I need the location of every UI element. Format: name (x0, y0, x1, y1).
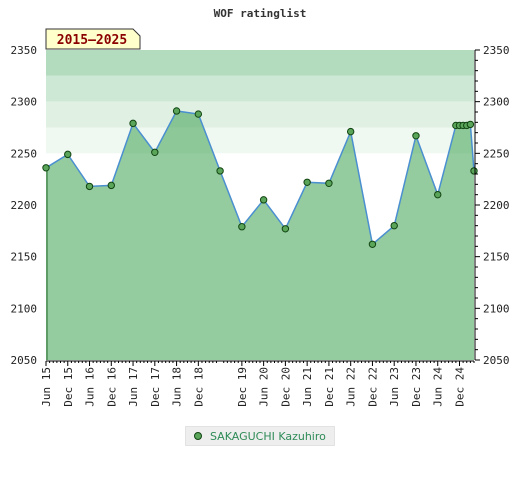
y-tick-label: 2100 (483, 302, 510, 315)
x-tick-label: Dec 22 (366, 367, 379, 407)
points-layer (42, 107, 478, 248)
legend: SAKAGUCHI Kazuhiro (185, 426, 335, 446)
y-tick-label: 2050 (11, 354, 38, 367)
data-point (466, 120, 475, 129)
legend-series-name: SAKAGUCHI Kazuhiro (210, 429, 326, 443)
period-badge-text: 2015–2025 (57, 33, 127, 48)
data-point (346, 127, 355, 136)
y-tick-label: 2350 (483, 44, 510, 57)
x-tick-label: Jun 24 (432, 367, 445, 407)
x-tick-label: Jun 17 (127, 367, 140, 407)
y-tick-label: 2150 (11, 251, 38, 264)
x-tick-label: Jun 18 (171, 367, 184, 407)
data-point (216, 167, 224, 175)
x-tick-label: Dec 20 (279, 367, 292, 407)
x-axis: Jun 15 Dec 15 Jun 16 Dec 16 Jun 17 Dec 17 Jun … (40, 360, 475, 407)
data-point (194, 110, 203, 118)
y-tick-label: 2200 (483, 199, 510, 212)
data-point (64, 150, 72, 159)
y-axis-left: 2050 2100 2150 2200 2250 2300 2350 (11, 44, 38, 367)
chart-title: WOF ratinglist (214, 7, 307, 20)
y-tick-label: 2350 (11, 44, 38, 57)
x-tick-label: Dec 17 (149, 367, 162, 407)
x-tick-label: Dec 15 (62, 367, 75, 407)
data-point (85, 182, 94, 191)
data-point (259, 196, 268, 204)
data-point (42, 164, 50, 172)
x-tick-label: Jun 15 (40, 367, 53, 407)
data-point (412, 132, 420, 140)
x-tick-label: Dec 18 (192, 367, 205, 407)
series-area (46, 110, 474, 360)
band (46, 50, 474, 76)
x-tick-label: Dec 23 (410, 367, 423, 407)
x-tick-label: Jun 16 (84, 367, 97, 407)
data-point (107, 181, 115, 190)
x-tick-label: Dec 24 (453, 367, 466, 407)
data-point (303, 178, 311, 186)
y-tick-label: 2150 (483, 251, 510, 264)
y-tick-label: 2300 (11, 96, 38, 109)
data-point (172, 107, 181, 115)
y-tick-label: 2050 (483, 354, 510, 367)
x-tick-label: Dec 21 (323, 367, 336, 407)
data-point (281, 225, 290, 233)
x-tick-label: Jun 21 (301, 367, 314, 407)
x-tick-label: Jun 20 (258, 367, 271, 407)
y-axis-right: 2050 2100 2150 2200 2250 2300 2350 (474, 44, 510, 367)
period-badge: 2015–2025 (45, 28, 141, 50)
x-tick-label: Jun 22 (345, 367, 358, 407)
x-tick-label: Dec 19 (236, 367, 249, 407)
band (46, 127, 474, 154)
legend-marker-icon (194, 432, 202, 440)
y-tick-label: 2250 (483, 147, 510, 160)
data-point (368, 240, 377, 248)
x-tick-label: Jun 23 (388, 367, 401, 407)
data-point (434, 190, 442, 199)
area-layer (46, 110, 474, 360)
x-tick-label: Dec 16 (105, 367, 118, 407)
data-point (129, 119, 137, 128)
y-tick-label: 2250 (11, 147, 38, 160)
y-tick-label: 2300 (483, 96, 510, 109)
data-point (151, 148, 159, 157)
band (46, 101, 474, 128)
y-tick-label: 2200 (11, 199, 38, 212)
band (46, 75, 474, 102)
data-point (238, 223, 246, 231)
data-point (470, 167, 478, 175)
y-tick-label: 2100 (11, 302, 38, 315)
data-point (390, 221, 398, 230)
data-point (325, 179, 333, 188)
